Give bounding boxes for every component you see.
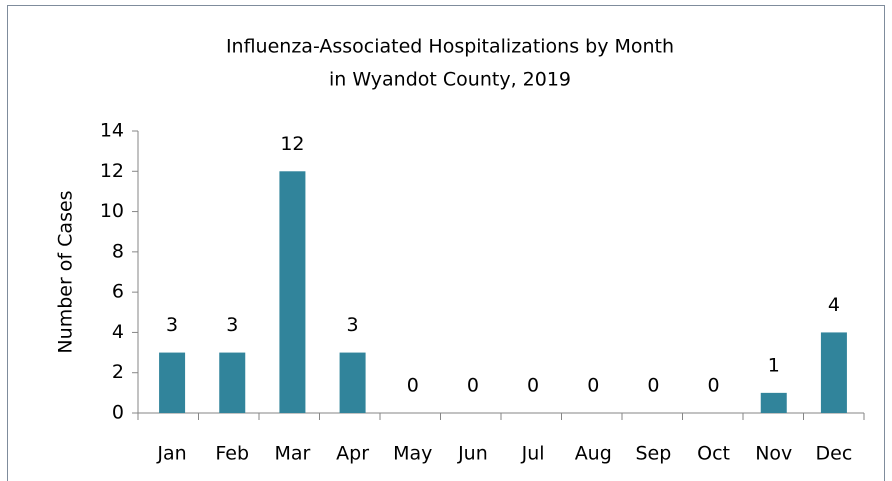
x-tick-label: Apr	[336, 443, 369, 465]
value-label: 0	[647, 375, 659, 397]
chart-title: Influenza-Associated Hospitalizations by…	[226, 36, 674, 58]
y-tick-label: 14	[100, 120, 124, 142]
bar	[820, 332, 847, 413]
x-tick-label: Sep	[636, 443, 672, 465]
bar	[760, 392, 787, 413]
value-label: 12	[280, 133, 304, 155]
y-axis-label: Number of Cases	[55, 190, 77, 353]
value-label: 4	[828, 294, 840, 316]
y-tick-label: 6	[112, 281, 124, 303]
y-tick-label: 2	[112, 361, 124, 383]
x-tick-label: Oct	[697, 443, 730, 465]
bar	[159, 352, 186, 413]
y-tick-label: 8	[112, 240, 124, 262]
x-tick-label: Jun	[457, 443, 488, 465]
y-tick-label: 4	[112, 321, 124, 343]
x-tick-label: Aug	[575, 443, 612, 465]
x-tick-label: Jan	[156, 443, 186, 465]
x-tick-label: May	[393, 443, 432, 465]
value-label: 0	[527, 375, 539, 397]
value-label: 1	[768, 354, 780, 376]
value-label: 0	[407, 375, 419, 397]
y-tick-label: 10	[100, 200, 124, 222]
value-label: 0	[467, 375, 479, 397]
value-label: 3	[166, 314, 178, 336]
x-tick-label: Mar	[274, 443, 310, 465]
x-tick-label: Dec	[816, 443, 853, 465]
y-tick-label: 12	[100, 160, 124, 182]
bar	[279, 171, 306, 413]
value-label: 3	[347, 314, 359, 336]
value-label: 3	[226, 314, 238, 336]
bar	[219, 352, 246, 413]
chart-title: in Wyandot County, 2019	[329, 69, 571, 91]
x-tick-label: Feb	[215, 443, 249, 465]
value-label: 0	[708, 375, 720, 397]
y-tick-label: 0	[112, 402, 124, 424]
bar	[339, 352, 366, 413]
value-label: 0	[587, 375, 599, 397]
x-tick-label: Jul	[521, 443, 545, 465]
x-tick-label: Nov	[755, 443, 792, 465]
chart-border	[7, 5, 885, 481]
